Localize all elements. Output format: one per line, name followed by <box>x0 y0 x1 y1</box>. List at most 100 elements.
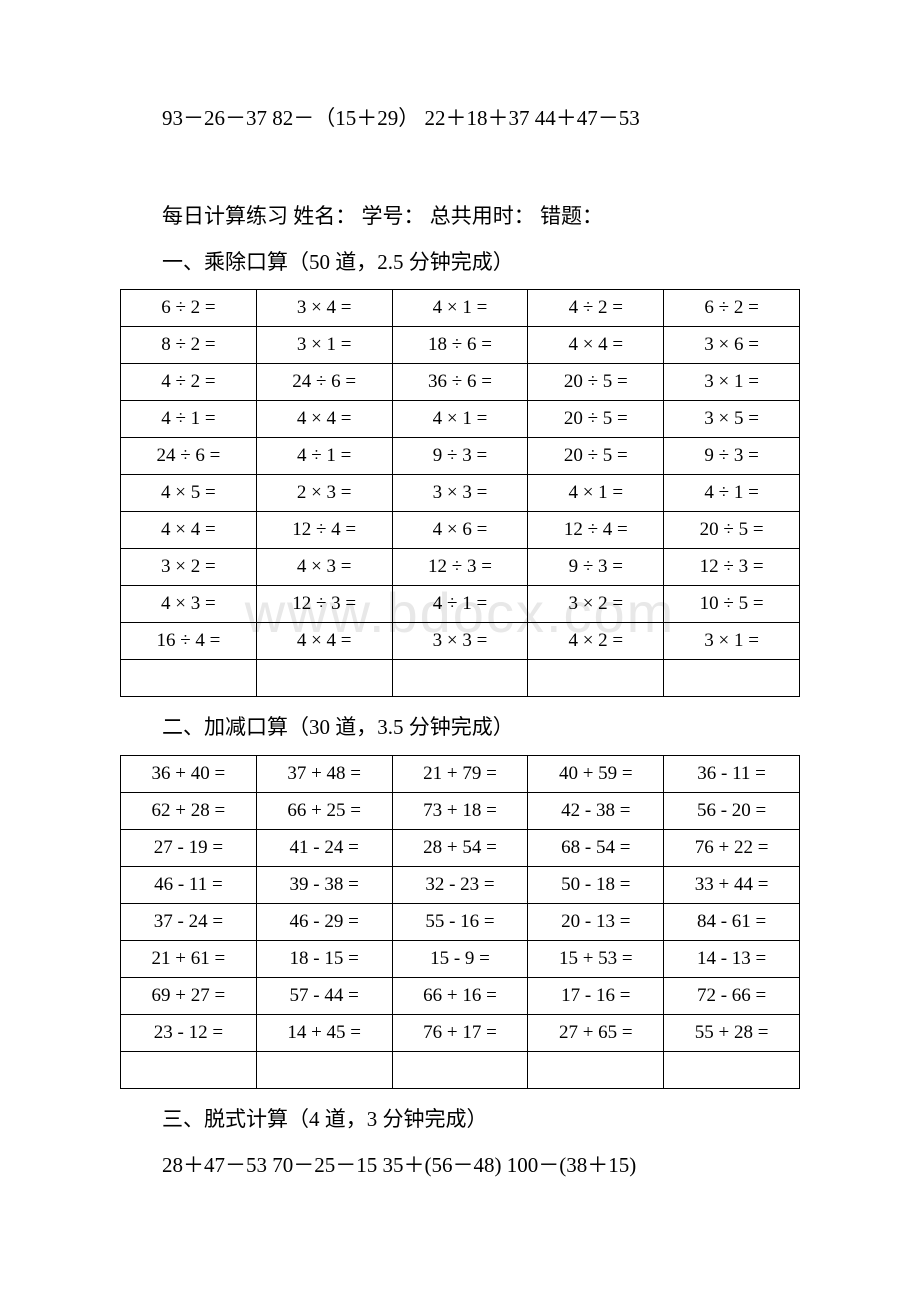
table-cell: 6 ÷ 2 = <box>121 290 257 327</box>
table-cell <box>256 1052 392 1089</box>
table-cell: 72 - 66 = <box>664 978 800 1015</box>
table-cell: 12 ÷ 3 = <box>256 586 392 623</box>
table-cell: 4 ÷ 2 = <box>121 364 257 401</box>
table-cell: 4 × 6 = <box>392 512 528 549</box>
table-cell: 16 ÷ 4 = <box>121 623 257 660</box>
table-cell: 46 - 11 = <box>121 867 257 904</box>
table-cell: 27 + 65 = <box>528 1015 664 1052</box>
header-form-line: 每日计算练习 姓名： 学号： 总共用时： 错题： <box>120 198 800 236</box>
table-cell: 2 × 3 = <box>256 475 392 512</box>
table-cell: 36 - 11 = <box>664 756 800 793</box>
table-cell: 27 - 19 = <box>121 830 257 867</box>
table-cell: 6 ÷ 2 = <box>664 290 800 327</box>
table-row <box>121 1052 800 1089</box>
table-cell <box>664 660 800 697</box>
table-cell: 4 × 4 = <box>528 327 664 364</box>
table-cell: 15 + 53 = <box>528 941 664 978</box>
page-content: 93－26－37 82－（15＋29） 22＋18＋37 44＋47－53 每日… <box>120 100 800 1185</box>
table-cell <box>528 660 664 697</box>
table-cell: 62 + 28 = <box>121 793 257 830</box>
table-row: 36 + 40 =37 + 48 =21 + 79 =40 + 59 =36 -… <box>121 756 800 793</box>
table-row: 6 ÷ 2 =3 × 4 =4 × 1 =4 ÷ 2 =6 ÷ 2 = <box>121 290 800 327</box>
table-cell: 3 × 2 = <box>121 549 257 586</box>
table-cell <box>256 660 392 697</box>
table-row: 62 + 28 =66 + 25 =73 + 18 =42 - 38 =56 -… <box>121 793 800 830</box>
top-expression-line: 93－26－37 82－（15＋29） 22＋18＋37 44＋47－53 <box>120 100 800 138</box>
table-cell: 3 × 4 = <box>256 290 392 327</box>
table-cell: 12 ÷ 3 = <box>392 549 528 586</box>
table-cell: 4 × 3 = <box>256 549 392 586</box>
table-row <box>121 660 800 697</box>
section2-title: 二、加减口算（30 道，3.5 分钟完成） <box>120 709 800 747</box>
table-cell: 55 - 16 = <box>392 904 528 941</box>
table-cell: 24 ÷ 6 = <box>256 364 392 401</box>
table-cell: 20 - 13 = <box>528 904 664 941</box>
table-cell: 41 - 24 = <box>256 830 392 867</box>
table-cell: 4 × 4 = <box>256 401 392 438</box>
table-cell: 20 ÷ 5 = <box>528 401 664 438</box>
section1-title: 一、乘除口算（50 道，2.5 分钟完成） <box>120 244 800 282</box>
table-cell <box>392 1052 528 1089</box>
table-cell: 18 - 15 = <box>256 941 392 978</box>
table-cell: 3 × 6 = <box>664 327 800 364</box>
table-cell: 32 - 23 = <box>392 867 528 904</box>
table-addition-subtraction: 36 + 40 =37 + 48 =21 + 79 =40 + 59 =36 -… <box>120 755 800 1089</box>
table-cell: 24 ÷ 6 = <box>121 438 257 475</box>
table-cell: 12 ÷ 4 = <box>256 512 392 549</box>
table-cell: 66 + 16 = <box>392 978 528 1015</box>
table-cell: 4 × 1 = <box>528 475 664 512</box>
table-cell: 17 - 16 = <box>528 978 664 1015</box>
table-row: 4 × 5 =2 × 3 =3 × 3 =4 × 1 =4 ÷ 1 = <box>121 475 800 512</box>
table-cell: 4 ÷ 1 = <box>121 401 257 438</box>
table-cell: 39 - 38 = <box>256 867 392 904</box>
table-cell: 33 + 44 = <box>664 867 800 904</box>
table-row: 3 × 2 =4 × 3 =12 ÷ 3 =9 ÷ 3 =12 ÷ 3 = <box>121 549 800 586</box>
table-cell: 4 × 1 = <box>392 290 528 327</box>
table-row: 46 - 11 =39 - 38 =32 - 23 =50 - 18 =33 +… <box>121 867 800 904</box>
table-cell: 73 + 18 = <box>392 793 528 830</box>
table-cell: 4 × 2 = <box>528 623 664 660</box>
table-cell: 36 + 40 = <box>121 756 257 793</box>
bottom-expression-line: 28＋47－53 70－25－15 35＋(56－48) 100－(38＋15) <box>120 1147 800 1185</box>
table-row: 4 ÷ 1 =4 × 4 =4 × 1 =20 ÷ 5 =3 × 5 = <box>121 401 800 438</box>
table-row: 37 - 24 =46 - 29 =55 - 16 =20 - 13 =84 -… <box>121 904 800 941</box>
table-cell: 3 × 1 = <box>664 623 800 660</box>
table-cell: 84 - 61 = <box>664 904 800 941</box>
table-cell: 3 × 3 = <box>392 623 528 660</box>
table-cell: 46 - 29 = <box>256 904 392 941</box>
table-cell: 50 - 18 = <box>528 867 664 904</box>
table-cell: 9 ÷ 3 = <box>528 549 664 586</box>
table-cell: 15 - 9 = <box>392 941 528 978</box>
table-row: 4 × 3 =12 ÷ 3 =4 ÷ 1 =3 × 2 =10 ÷ 5 = <box>121 586 800 623</box>
table-row: 4 × 4 =12 ÷ 4 =4 × 6 =12 ÷ 4 =20 ÷ 5 = <box>121 512 800 549</box>
table-cell: 36 ÷ 6 = <box>392 364 528 401</box>
table-cell: 3 × 1 = <box>256 327 392 364</box>
table-cell: 55 + 28 = <box>664 1015 800 1052</box>
table-row: 16 ÷ 4 =4 × 4 =3 × 3 =4 × 2 =3 × 1 = <box>121 623 800 660</box>
table-cell <box>121 660 257 697</box>
table-multiplication-division: 6 ÷ 2 =3 × 4 =4 × 1 =4 ÷ 2 =6 ÷ 2 =8 ÷ 2… <box>120 289 800 697</box>
table-cell: 12 ÷ 3 = <box>664 549 800 586</box>
table-cell: 12 ÷ 4 = <box>528 512 664 549</box>
table-row: 8 ÷ 2 =3 × 1 =18 ÷ 6 =4 × 4 =3 × 6 = <box>121 327 800 364</box>
table-row: 24 ÷ 6 =4 ÷ 1 =9 ÷ 3 =20 ÷ 5 =9 ÷ 3 = <box>121 438 800 475</box>
table-cell: 40 + 59 = <box>528 756 664 793</box>
table-cell: 42 - 38 = <box>528 793 664 830</box>
table-cell: 20 ÷ 5 = <box>528 438 664 475</box>
table-cell: 3 × 5 = <box>664 401 800 438</box>
table-row: 69 + 27 =57 - 44 =66 + 16 =17 - 16 =72 -… <box>121 978 800 1015</box>
table-cell: 9 ÷ 3 = <box>664 438 800 475</box>
table-cell: 8 ÷ 2 = <box>121 327 257 364</box>
table-cell: 21 + 79 = <box>392 756 528 793</box>
table-cell: 4 ÷ 2 = <box>528 290 664 327</box>
table-cell: 37 + 48 = <box>256 756 392 793</box>
table-cell: 10 ÷ 5 = <box>664 586 800 623</box>
table-cell: 4 × 3 = <box>121 586 257 623</box>
table-cell: 23 - 12 = <box>121 1015 257 1052</box>
table-row: 4 ÷ 2 =24 ÷ 6 =36 ÷ 6 =20 ÷ 5 =3 × 1 = <box>121 364 800 401</box>
table-cell: 3 × 2 = <box>528 586 664 623</box>
table-cell: 57 - 44 = <box>256 978 392 1015</box>
table-cell: 69 + 27 = <box>121 978 257 1015</box>
table-row: 23 - 12 =14 + 45 =76 + 17 =27 + 65 =55 +… <box>121 1015 800 1052</box>
table-cell: 20 ÷ 5 = <box>664 512 800 549</box>
